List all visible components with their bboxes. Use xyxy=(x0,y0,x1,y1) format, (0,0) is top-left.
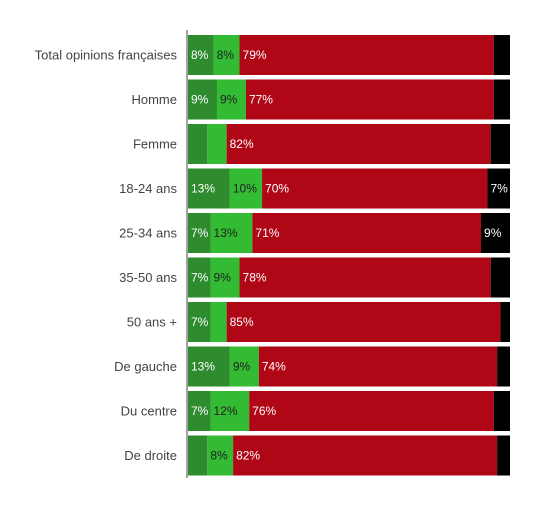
bar-segment xyxy=(252,213,482,253)
category-label: Total opinions françaises xyxy=(35,48,178,63)
category-label: Femme xyxy=(133,137,177,152)
data-label: 9% xyxy=(484,226,502,240)
bar-segment xyxy=(497,435,510,476)
data-label: 70% xyxy=(265,182,289,196)
data-label: 8% xyxy=(217,48,235,62)
data-label: 79% xyxy=(243,48,267,62)
data-label: 12% xyxy=(214,404,238,418)
category-label: De gauche xyxy=(114,359,177,374)
bar-segment xyxy=(239,257,491,298)
bars-layer: 8% 8% 79% 9% 9% 77% 82% 13% 10% 70% 7% 7% 13% 71% 9% 7%… xyxy=(188,35,510,476)
bar-segment xyxy=(188,213,211,253)
data-label: 85% xyxy=(230,315,254,329)
bar-segment xyxy=(487,168,510,209)
bar-segment xyxy=(210,391,250,431)
data-label: 76% xyxy=(252,404,276,418)
category-labels: Total opinions françaises Homme Femme 18-24… xyxy=(35,48,178,464)
bar-segment xyxy=(210,257,240,298)
data-label: 13% xyxy=(214,226,238,240)
data-label: 82% xyxy=(236,449,260,463)
bar-segment xyxy=(188,257,211,298)
bar-segment xyxy=(226,124,491,164)
data-label: 7% xyxy=(490,182,508,196)
data-label: 7% xyxy=(191,315,209,329)
data-label: 9% xyxy=(214,271,232,285)
bar-segment xyxy=(490,257,510,298)
bar-segment xyxy=(226,302,501,342)
data-label: 7% xyxy=(191,404,209,418)
bar-segment xyxy=(188,35,214,75)
data-label: 10% xyxy=(233,182,257,196)
category-label: Du centre xyxy=(121,404,177,419)
bar-segment xyxy=(500,302,510,342)
category-label: Homme xyxy=(131,92,177,107)
data-label: 7% xyxy=(191,226,209,240)
data-label: 8% xyxy=(191,48,209,62)
data-label: 9% xyxy=(191,93,209,107)
bar-segment xyxy=(216,79,246,120)
bar-segment xyxy=(188,302,211,342)
bar-segment xyxy=(497,346,510,387)
data-label: 77% xyxy=(249,93,273,107)
data-label: 74% xyxy=(262,360,286,374)
data-label: 7% xyxy=(191,271,209,285)
bar-segment xyxy=(493,391,510,431)
data-label: 13% xyxy=(191,182,215,196)
category-label: De droite xyxy=(124,448,177,463)
bar-segment xyxy=(493,79,510,120)
bar-segment xyxy=(249,391,494,431)
data-label: 13% xyxy=(191,360,215,374)
bar-segment xyxy=(210,213,253,253)
data-label: 8% xyxy=(210,449,228,463)
bar-segment xyxy=(229,346,259,387)
data-label: 9% xyxy=(220,93,238,107)
bar-segment xyxy=(213,35,240,75)
bar-segment xyxy=(245,79,494,120)
data-label: 9% xyxy=(233,360,251,374)
data-label: 71% xyxy=(255,226,279,240)
category-label: 18-24 ans xyxy=(119,181,177,196)
bar-segment xyxy=(490,124,510,164)
bar-segment xyxy=(233,435,498,476)
bar-segment xyxy=(493,35,510,75)
data-label: 82% xyxy=(230,137,254,151)
bar-segment xyxy=(188,435,208,476)
bar-segment xyxy=(229,168,263,209)
bar-segment xyxy=(188,346,230,387)
category-label: 25-34 ans xyxy=(119,226,177,241)
bar-segment xyxy=(188,79,217,120)
bar-segment xyxy=(239,35,494,75)
bar-segment xyxy=(210,302,227,342)
bar-segment xyxy=(258,346,498,387)
bar-segment xyxy=(207,124,227,164)
bar-segment xyxy=(188,124,208,164)
bar-segment xyxy=(481,213,510,253)
bar-segment xyxy=(207,435,234,476)
bar-segment xyxy=(188,168,230,209)
bar-segment xyxy=(262,168,488,209)
category-label: 35-50 ans xyxy=(119,270,177,285)
category-label: 50 ans + xyxy=(127,315,177,330)
bar-segment xyxy=(188,391,211,431)
data-label: 78% xyxy=(243,271,267,285)
